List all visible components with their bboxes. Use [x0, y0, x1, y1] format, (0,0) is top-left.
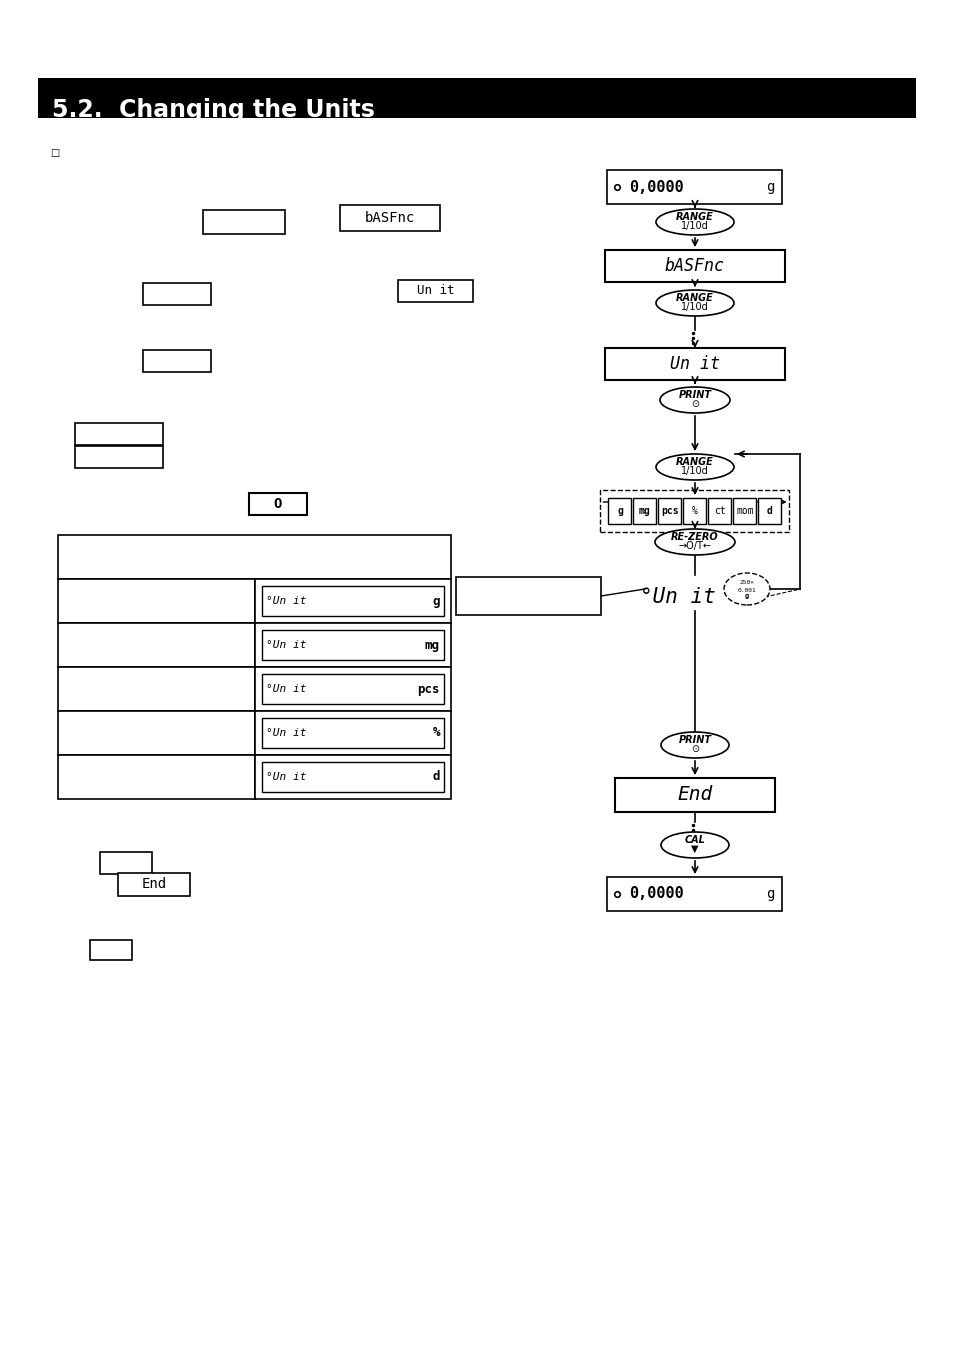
FancyBboxPatch shape [397, 279, 473, 302]
Text: pcs: pcs [417, 683, 439, 695]
Text: g: g [765, 887, 774, 900]
FancyBboxPatch shape [262, 586, 443, 616]
Text: Un it: Un it [416, 285, 454, 297]
Text: ⊙: ⊙ [690, 744, 699, 755]
FancyBboxPatch shape [262, 761, 443, 792]
FancyBboxPatch shape [249, 493, 307, 514]
Text: PRINT: PRINT [678, 390, 711, 400]
FancyBboxPatch shape [75, 423, 163, 446]
Text: °Un it: °Un it [266, 595, 306, 606]
Text: mg: mg [424, 639, 439, 652]
FancyBboxPatch shape [203, 211, 285, 234]
Text: %: % [691, 506, 698, 516]
Ellipse shape [660, 832, 728, 859]
Ellipse shape [656, 454, 733, 481]
Text: RANGE: RANGE [676, 458, 713, 467]
FancyBboxPatch shape [58, 755, 254, 799]
FancyBboxPatch shape [607, 170, 781, 204]
FancyBboxPatch shape [254, 755, 451, 799]
FancyBboxPatch shape [604, 348, 784, 379]
Text: g: g [617, 506, 622, 516]
FancyBboxPatch shape [604, 250, 784, 282]
Text: 1/10d: 1/10d [680, 466, 708, 477]
FancyBboxPatch shape [262, 674, 443, 703]
FancyBboxPatch shape [599, 490, 789, 532]
Text: →O/T←: →O/T← [678, 541, 711, 551]
FancyBboxPatch shape [733, 498, 756, 524]
Text: 0,0000: 0,0000 [629, 887, 683, 902]
Text: 0.001: 0.001 [737, 587, 756, 593]
FancyBboxPatch shape [58, 535, 451, 579]
FancyBboxPatch shape [254, 579, 451, 622]
FancyBboxPatch shape [456, 576, 600, 616]
Ellipse shape [660, 732, 728, 757]
Text: End: End [141, 878, 167, 891]
FancyBboxPatch shape [58, 711, 254, 755]
FancyBboxPatch shape [58, 622, 254, 667]
Text: RANGE: RANGE [676, 212, 713, 221]
Text: pcs: pcs [660, 506, 679, 516]
Text: 1/10d: 1/10d [680, 302, 708, 312]
FancyBboxPatch shape [633, 498, 656, 524]
Text: 1/10d: 1/10d [680, 221, 708, 231]
FancyBboxPatch shape [143, 350, 211, 373]
Ellipse shape [656, 209, 733, 235]
FancyBboxPatch shape [254, 622, 451, 667]
Text: CAL: CAL [684, 836, 704, 845]
FancyBboxPatch shape [100, 852, 152, 873]
Text: RANGE: RANGE [676, 293, 713, 302]
FancyBboxPatch shape [758, 498, 781, 524]
Text: °Un it: °Un it [639, 587, 715, 608]
FancyBboxPatch shape [262, 718, 443, 748]
Text: °Un it: °Un it [266, 640, 306, 649]
Text: g: g [765, 180, 774, 194]
Text: ⊙: ⊙ [690, 400, 699, 409]
Text: °Un it: °Un it [266, 684, 306, 694]
Ellipse shape [659, 387, 729, 413]
Ellipse shape [723, 572, 769, 605]
FancyBboxPatch shape [708, 498, 731, 524]
Text: g: g [744, 593, 748, 599]
Text: 0,0000: 0,0000 [629, 180, 683, 194]
FancyBboxPatch shape [254, 667, 451, 711]
Text: d: d [432, 771, 439, 783]
Text: 5.2.  Changing the Units: 5.2. Changing the Units [52, 99, 375, 122]
FancyBboxPatch shape [658, 498, 680, 524]
Text: End: End [677, 786, 712, 805]
FancyBboxPatch shape [607, 878, 781, 911]
Text: mom: mom [736, 506, 753, 516]
Text: g: g [432, 594, 439, 608]
Ellipse shape [656, 290, 733, 316]
FancyBboxPatch shape [58, 667, 254, 711]
Text: ct: ct [714, 506, 725, 516]
Text: ▼: ▼ [691, 844, 698, 855]
FancyBboxPatch shape [339, 205, 439, 231]
Text: bASFnc: bASFnc [664, 256, 724, 275]
FancyBboxPatch shape [615, 778, 774, 811]
Text: °Un it: °Un it [266, 772, 306, 782]
FancyBboxPatch shape [118, 873, 190, 896]
FancyBboxPatch shape [682, 498, 706, 524]
Ellipse shape [655, 529, 734, 555]
Text: □: □ [50, 148, 59, 158]
Text: RE-ZERO: RE-ZERO [671, 532, 718, 541]
Text: PRINT: PRINT [678, 734, 711, 745]
FancyBboxPatch shape [254, 711, 451, 755]
FancyBboxPatch shape [608, 498, 631, 524]
Text: Un it: Un it [669, 355, 720, 373]
FancyBboxPatch shape [90, 940, 132, 960]
Text: °Un it: °Un it [266, 728, 306, 738]
FancyBboxPatch shape [75, 446, 163, 468]
Text: 250×: 250× [739, 580, 754, 586]
Text: mg: mg [639, 506, 650, 516]
FancyBboxPatch shape [38, 78, 915, 117]
FancyBboxPatch shape [58, 579, 254, 622]
Text: bASFnc: bASFnc [364, 211, 415, 225]
FancyBboxPatch shape [262, 630, 443, 660]
Text: %: % [432, 726, 439, 740]
Text: O: O [274, 497, 282, 512]
Text: d: d [766, 506, 772, 516]
FancyBboxPatch shape [143, 284, 211, 305]
